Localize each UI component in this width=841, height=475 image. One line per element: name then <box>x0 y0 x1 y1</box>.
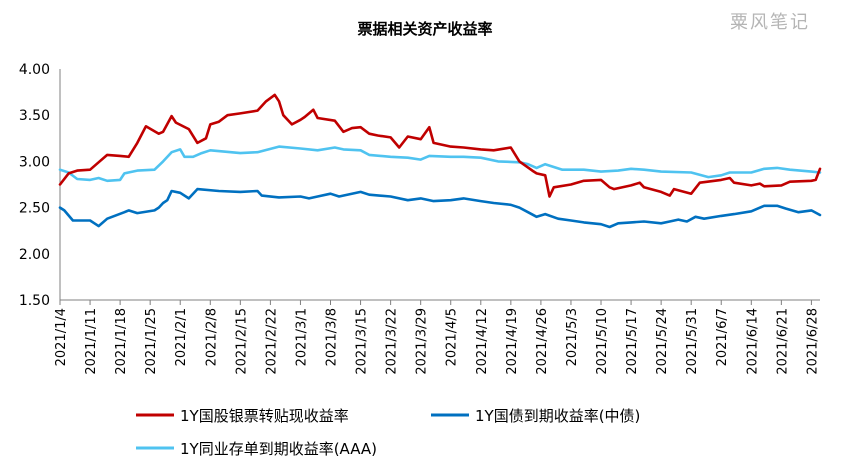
y-tick-label: 4.00 <box>19 62 50 78</box>
series-line-2 <box>58 187 822 229</box>
y-tick-label: 3.50 <box>19 108 50 124</box>
axes <box>59 69 820 305</box>
x-tick-label: 2021/3/1 <box>294 308 309 366</box>
legend-label-series-3: 1Y同业存单到期收益率(AAA) <box>180 440 377 458</box>
x-tick-label: 2021/2/8 <box>204 308 219 366</box>
x-tick-label: 2021/5/3 <box>565 308 580 366</box>
x-tick-label: 2021/6/7 <box>715 308 730 366</box>
x-tick-label: 2021/5/17 <box>625 308 640 375</box>
y-tick-label: 2.50 <box>19 201 50 217</box>
chart-title: 票据相关资产收益率 <box>357 20 492 38</box>
y-tick-label: 1.50 <box>19 293 50 309</box>
legend-label-series-1: 1Y国股银票转贴现收益率 <box>180 407 349 425</box>
y-axis-tick-labels: 1.50 2.00 2.50 3.00 3.50 4.00 <box>19 62 50 309</box>
y-tick-label: 2.00 <box>19 247 50 263</box>
legend-label-series-2: 1Y国债到期收益率(中债) <box>475 407 640 425</box>
x-tick-label: 2021/3/22 <box>385 308 400 375</box>
watermark-text: 粟风笔记 <box>730 12 810 33</box>
x-tick-label: 2021/6/21 <box>775 308 790 375</box>
x-tick-label: 2021/1/4 <box>54 308 69 366</box>
y-tick-label: 3.00 <box>19 154 50 170</box>
legend: 1Y国股银票转贴现收益率 1Y国债到期收益率(中债) 1Y同业存单到期收益率(A… <box>136 407 640 458</box>
series-lines <box>58 93 822 229</box>
x-tick-label: 2021/5/10 <box>595 308 610 375</box>
x-tick-label: 2021/4/12 <box>475 308 490 375</box>
x-tick-label: 2021/4/26 <box>535 308 550 375</box>
x-tick-label: 2021/2/22 <box>264 308 279 375</box>
x-tick-label: 2021/1/25 <box>144 308 159 375</box>
x-tick-label: 2021/4/19 <box>505 308 520 375</box>
x-tick-label: 2021/6/14 <box>745 308 760 375</box>
x-tick-label: 2021/6/28 <box>805 308 820 375</box>
x-axis-tick-labels: 2021/1/4 2021/1/11 2021/1/18 2021/1/25 2021/… <box>54 308 820 375</box>
x-tick-label: 2021/3/29 <box>415 308 430 375</box>
x-tick-label: 2021/2/1 <box>174 308 189 366</box>
series-line-3 <box>58 145 822 183</box>
x-tick-label: 2021/2/15 <box>234 308 249 375</box>
x-tick-label: 2021/4/5 <box>445 308 460 366</box>
series-line-1 <box>58 93 822 198</box>
x-tick-label: 2021/1/18 <box>114 308 129 375</box>
x-tick-label: 2021/1/11 <box>84 308 99 375</box>
x-tick-label: 2021/3/15 <box>355 308 370 375</box>
x-tick-label: 2021/5/31 <box>685 308 700 375</box>
x-tick-label: 2021/3/8 <box>325 308 340 366</box>
x-tick-label: 2021/5/24 <box>655 308 670 375</box>
